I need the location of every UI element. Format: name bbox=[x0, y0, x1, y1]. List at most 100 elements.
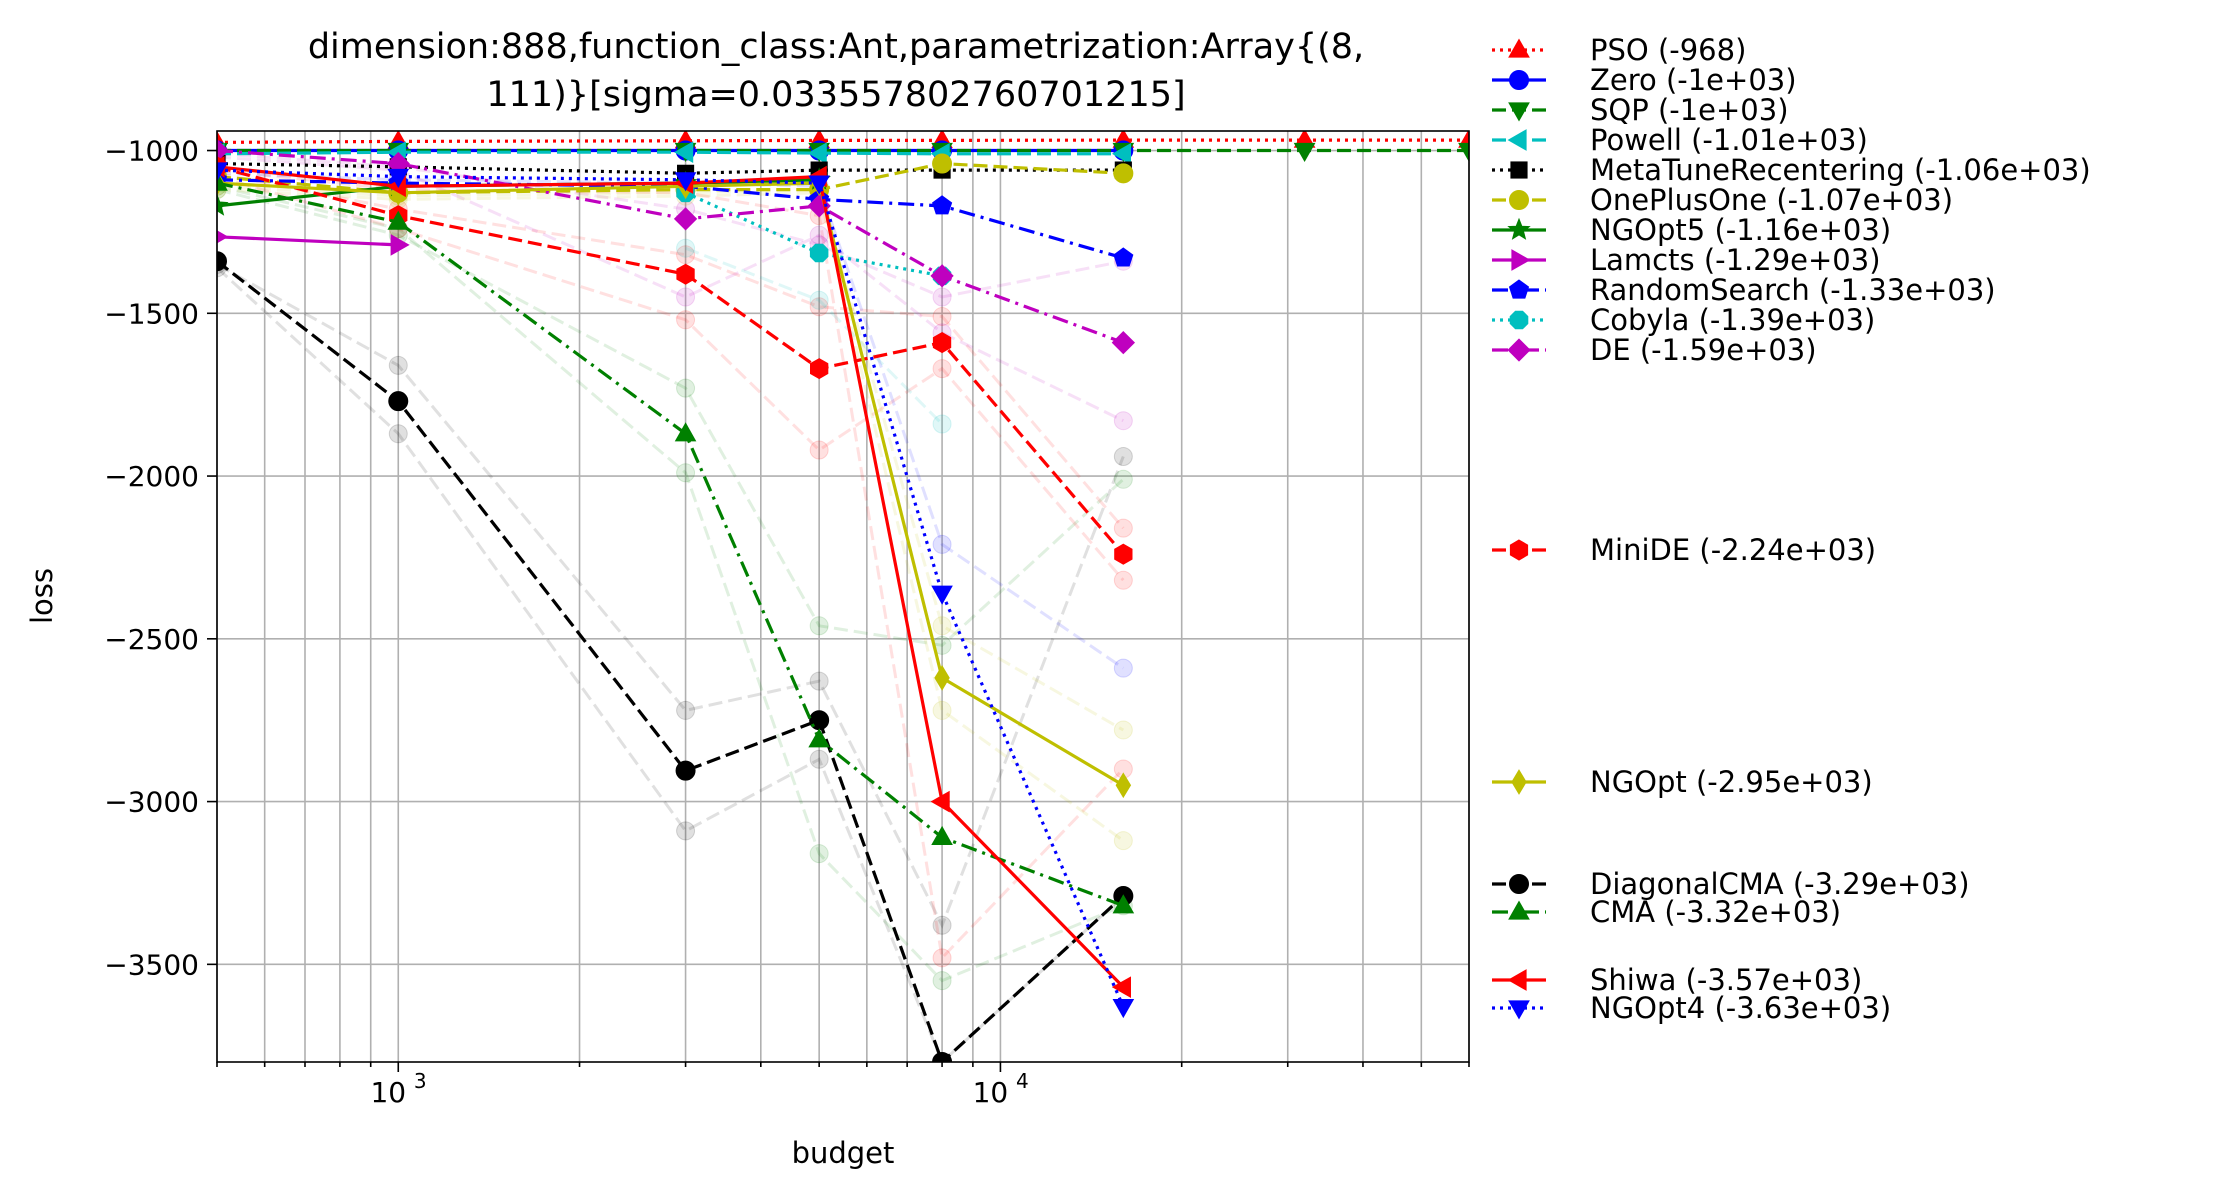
background-point bbox=[809, 671, 829, 691]
legend-label: SQP (-1e+03) bbox=[1590, 93, 1789, 127]
data-point bbox=[217, 251, 227, 272]
x-tick-label: 10 bbox=[973, 1076, 1009, 1109]
y-tick-label: −1500 bbox=[104, 297, 199, 330]
background-point bbox=[676, 238, 696, 258]
background-point bbox=[1113, 831, 1133, 851]
legend-label: NGOpt5 (-1.16e+03) bbox=[1590, 213, 1891, 247]
data-point bbox=[1293, 142, 1316, 163]
series-12 bbox=[217, 170, 1132, 799]
background-point bbox=[676, 821, 696, 841]
legend-label: Cobyla (-1.39e+03) bbox=[1590, 303, 1875, 337]
data-point bbox=[674, 422, 697, 442]
data-point bbox=[1113, 247, 1134, 267]
legend-entry: OnePlusOne (-1.07e+03) bbox=[1492, 183, 1953, 217]
chart-title: dimension:888,function_class:Ant,paramet… bbox=[308, 27, 1364, 67]
x-axis-ticks: 10 3 10 4 bbox=[216, 1062, 1470, 1109]
background-point bbox=[932, 915, 952, 935]
data-point bbox=[1111, 976, 1131, 998]
legend-entry: DE (-1.59e+03) bbox=[1492, 333, 1817, 367]
background-point bbox=[388, 355, 408, 375]
data-point bbox=[1114, 543, 1133, 565]
data-point bbox=[675, 760, 696, 781]
legend-marker bbox=[1508, 1000, 1530, 1020]
series-16 bbox=[217, 162, 1135, 1019]
data-point bbox=[934, 665, 950, 691]
data-point bbox=[388, 391, 409, 412]
background-series-line bbox=[217, 155, 1124, 423]
background-series-line bbox=[217, 168, 1125, 961]
series-lines bbox=[217, 131, 1469, 1062]
data-point bbox=[217, 162, 228, 182]
data-point bbox=[932, 1052, 953, 1062]
background-point bbox=[388, 424, 408, 444]
data-point bbox=[1112, 999, 1135, 1019]
data-point bbox=[809, 243, 829, 263]
series-7 bbox=[217, 230, 410, 256]
legend-marker bbox=[1509, 190, 1529, 210]
legend-marker bbox=[1508, 38, 1530, 58]
data-point bbox=[1112, 894, 1135, 914]
series-line bbox=[217, 168, 1125, 1008]
data-point bbox=[931, 585, 953, 605]
x-tick-exponent: 4 bbox=[1016, 1069, 1029, 1093]
data-point bbox=[932, 153, 953, 174]
data-point bbox=[387, 210, 410, 230]
legend-marker bbox=[1508, 279, 1530, 299]
legend-marker bbox=[1507, 217, 1531, 240]
background-point bbox=[676, 463, 696, 483]
legend-label: DiagonalCMA (-3.29e+03) bbox=[1590, 867, 1970, 901]
background-point bbox=[1113, 658, 1133, 678]
data-point bbox=[1113, 163, 1134, 184]
legend-marker bbox=[1511, 769, 1527, 795]
series-line bbox=[217, 181, 1125, 787]
data-point bbox=[1458, 142, 1469, 163]
data-point bbox=[673, 207, 698, 231]
legend-entry: Shiwa (-3.57e+03) bbox=[1492, 963, 1862, 997]
series-14 bbox=[217, 171, 1135, 914]
legend-marker bbox=[1508, 900, 1530, 920]
y-tick-label: −3500 bbox=[104, 948, 199, 981]
series-line bbox=[217, 148, 1124, 345]
background-series-line bbox=[217, 263, 1125, 929]
legend-marker bbox=[1509, 70, 1529, 90]
data-point bbox=[676, 263, 695, 285]
legend-marker bbox=[1509, 874, 1529, 894]
legend-label: NGOpt (-2.95e+03) bbox=[1590, 765, 1873, 799]
legend-marker bbox=[1509, 310, 1529, 330]
series-line bbox=[217, 178, 1124, 260]
legend-entry: CMA (-3.32e+03) bbox=[1492, 895, 1841, 929]
data-point bbox=[390, 234, 410, 256]
legend-marker bbox=[1510, 161, 1528, 179]
legend-label: Shiwa (-3.57e+03) bbox=[1590, 963, 1862, 997]
legend-label: OnePlusOne (-1.07e+03) bbox=[1590, 183, 1953, 217]
data-point bbox=[930, 264, 954, 288]
legend-entry: RandomSearch (-1.33e+03) bbox=[1492, 273, 1996, 307]
background-series-line bbox=[217, 266, 1125, 1062]
data-point bbox=[1111, 142, 1131, 165]
background-point bbox=[676, 700, 696, 720]
series-line bbox=[217, 165, 1125, 989]
legend-entry: Lamcts (-1.29e+03) bbox=[1492, 243, 1881, 277]
series-line bbox=[217, 150, 1124, 156]
series-line bbox=[217, 181, 1124, 908]
background-point bbox=[932, 700, 952, 720]
background-point bbox=[809, 297, 829, 317]
legend-label: CMA (-3.32e+03) bbox=[1590, 895, 1841, 929]
legend-label: DE (-1.59e+03) bbox=[1590, 333, 1817, 367]
legend-entry: MiniDE (-2.24e+03) bbox=[1492, 533, 1876, 567]
data-point bbox=[1115, 772, 1132, 799]
legend-entry: MetaTuneRecentering (-1.06e+03) bbox=[1492, 153, 2091, 187]
data-point bbox=[387, 168, 410, 189]
legend-entry: Powell (-1.01e+03) bbox=[1492, 123, 1868, 157]
background-point bbox=[676, 245, 696, 265]
legend-marker bbox=[1509, 539, 1529, 561]
data-point bbox=[808, 728, 830, 748]
series-line bbox=[217, 259, 1125, 1062]
legend: PSO (-968)Zero (-1e+03)SQP (-1e+03)Powel… bbox=[1492, 33, 2091, 1025]
background-series-line bbox=[217, 171, 1125, 670]
background-point bbox=[676, 378, 696, 398]
series-line bbox=[217, 165, 1125, 556]
legend-label: Zero (-1e+03) bbox=[1590, 63, 1797, 97]
background-series-line bbox=[217, 175, 1125, 582]
